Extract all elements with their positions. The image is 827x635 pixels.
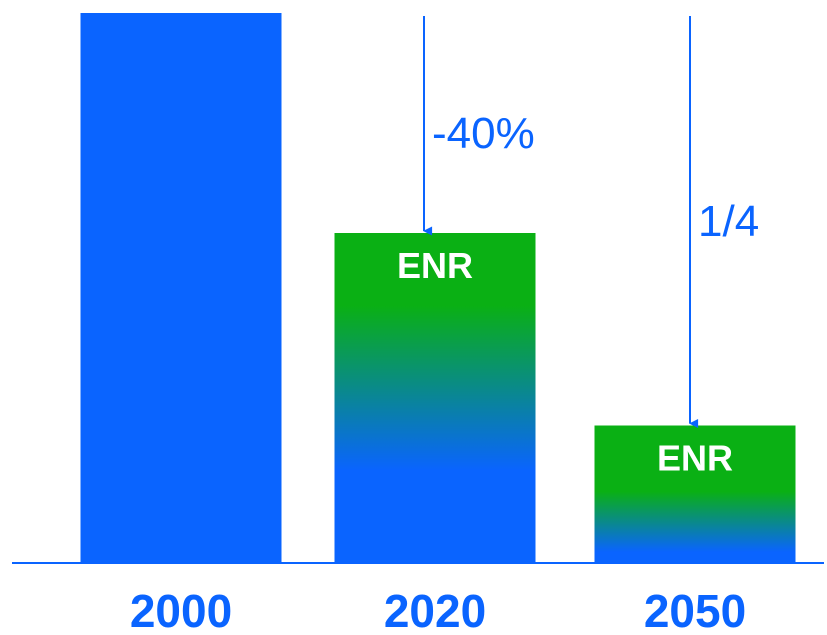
- bar-2000: [80, 13, 282, 563]
- x-tick-label-2000: 2000: [130, 585, 232, 630]
- annotation-2050: 1/4: [698, 197, 759, 246]
- annotation-2020: -40%: [432, 109, 535, 158]
- bar-2050: [594, 425, 796, 563]
- x-tick-label-2020: 2020: [384, 585, 486, 630]
- bar-label-2050: ENR: [657, 438, 733, 479]
- x-tick-label-2050: 2050: [644, 585, 746, 630]
- bar-2020: [334, 233, 536, 563]
- bar-label-2020: ENR: [397, 245, 473, 286]
